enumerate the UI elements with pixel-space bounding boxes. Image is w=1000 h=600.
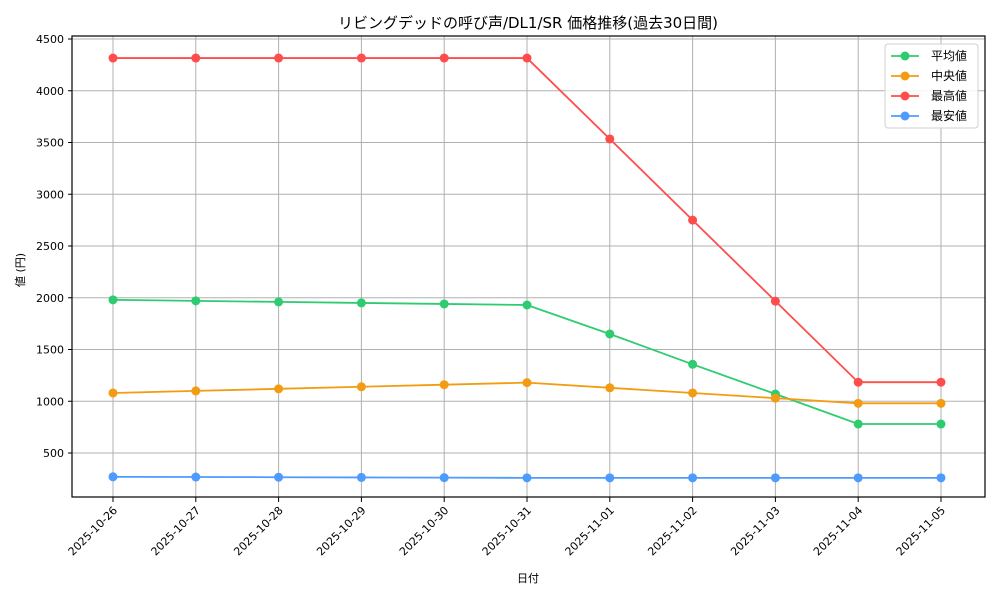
data-point-marker bbox=[274, 297, 284, 307]
y-tick-label: 2000 bbox=[36, 292, 64, 305]
legend-marker-icon bbox=[900, 91, 910, 101]
data-point-marker bbox=[936, 398, 946, 408]
series-line bbox=[108, 53, 946, 387]
data-point-marker bbox=[439, 473, 449, 483]
chart-title: リビングデッドの呼び声/DL1/SR 価格推移(過去30日間) bbox=[338, 14, 718, 32]
x-tick-label: 2025-11-02 bbox=[645, 504, 699, 558]
data-point-marker bbox=[770, 393, 780, 403]
data-point-marker bbox=[191, 472, 201, 482]
legend-item: 中央値 bbox=[891, 68, 967, 83]
data-point-marker bbox=[688, 388, 698, 398]
data-point-marker bbox=[439, 299, 449, 309]
y-tick-label: 4500 bbox=[36, 33, 64, 46]
data-point-marker bbox=[439, 53, 449, 63]
x-tick-label: 2025-10-30 bbox=[397, 504, 451, 558]
grid-lines bbox=[72, 36, 985, 497]
data-point-marker bbox=[605, 329, 615, 339]
data-point-marker bbox=[605, 473, 615, 483]
series-line bbox=[108, 295, 946, 429]
data-point-marker bbox=[522, 378, 532, 388]
legend-marker-icon bbox=[900, 71, 910, 81]
series-line bbox=[108, 472, 946, 483]
x-tick-label: 2025-11-01 bbox=[563, 504, 617, 558]
x-tick-label: 2025-11-04 bbox=[811, 504, 865, 558]
x-tick-label: 2025-10-26 bbox=[66, 504, 120, 558]
data-point-marker bbox=[522, 53, 532, 63]
data-point-marker bbox=[853, 398, 863, 408]
x-axis-ticks: 2025-10-26 2025-10-27 2025-10-28 2025-10-29… bbox=[66, 497, 948, 558]
y-tick-label: 1500 bbox=[36, 344, 64, 357]
y-axis-ticks: 500 1000 1500 2000 2500 3000 3500 4000 4500 bbox=[36, 33, 72, 460]
x-tick-label: 2025-11-03 bbox=[728, 504, 782, 558]
data-point-marker bbox=[522, 473, 532, 483]
x-tick-label: 2025-10-29 bbox=[314, 504, 368, 558]
x-tick-label: 2025-10-28 bbox=[231, 504, 285, 558]
data-point-marker bbox=[274, 53, 284, 63]
series-line bbox=[108, 378, 946, 408]
y-tick-label: 2500 bbox=[36, 240, 64, 253]
legend-label: 最高値 bbox=[931, 88, 967, 103]
x-tick-label: 2025-11-05 bbox=[894, 504, 948, 558]
data-point-marker bbox=[688, 215, 698, 225]
legend-label: 中央値 bbox=[931, 68, 967, 83]
data-point-marker bbox=[936, 419, 946, 429]
data-point-marker bbox=[936, 377, 946, 387]
data-point-marker bbox=[356, 298, 366, 308]
data-point-marker bbox=[770, 296, 780, 306]
x-tick-label: 2025-10-27 bbox=[149, 504, 203, 558]
data-point-marker bbox=[191, 386, 201, 396]
data-point-marker bbox=[356, 472, 366, 482]
legend-marker-icon bbox=[900, 111, 910, 121]
data-point-marker bbox=[191, 296, 201, 306]
legend-item: 平均値 bbox=[891, 48, 967, 63]
data-point-marker bbox=[770, 473, 780, 483]
data-point-marker bbox=[605, 134, 615, 144]
data-point-marker bbox=[108, 53, 118, 63]
y-tick-label: 500 bbox=[43, 447, 64, 460]
data-point-marker bbox=[191, 53, 201, 63]
y-tick-label: 4000 bbox=[36, 85, 64, 98]
x-tick-label: 2025-10-31 bbox=[480, 504, 534, 558]
data-point-marker bbox=[688, 473, 698, 483]
data-point-marker bbox=[108, 472, 118, 482]
plot-frame bbox=[71, 35, 986, 498]
y-tick-label: 3500 bbox=[36, 137, 64, 150]
data-point-marker bbox=[853, 377, 863, 387]
data-point-marker bbox=[522, 300, 532, 310]
data-point-marker bbox=[108, 388, 118, 398]
legend-item: 最高値 bbox=[891, 88, 967, 103]
data-point-marker bbox=[356, 53, 366, 63]
data-point-marker bbox=[853, 419, 863, 429]
data-point-marker bbox=[605, 383, 615, 393]
data-point-marker bbox=[688, 359, 698, 369]
data-point-marker bbox=[439, 380, 449, 390]
y-axis-label: 値 (円) bbox=[14, 253, 27, 287]
legend-label: 平均値 bbox=[931, 48, 967, 63]
data-series bbox=[108, 53, 946, 483]
data-point-marker bbox=[274, 384, 284, 394]
data-point-marker bbox=[108, 295, 118, 305]
legend-label: 最安値 bbox=[931, 108, 967, 123]
legend-item: 最安値 bbox=[891, 108, 967, 123]
data-point-marker bbox=[853, 473, 863, 483]
data-point-marker bbox=[274, 472, 284, 482]
y-tick-label: 1000 bbox=[36, 395, 64, 408]
legend-marker-icon bbox=[900, 51, 910, 61]
x-axis-label: 日付 bbox=[517, 572, 539, 585]
y-tick-label: 3000 bbox=[36, 188, 64, 201]
data-point-marker bbox=[356, 382, 366, 392]
data-point-marker bbox=[936, 473, 946, 483]
